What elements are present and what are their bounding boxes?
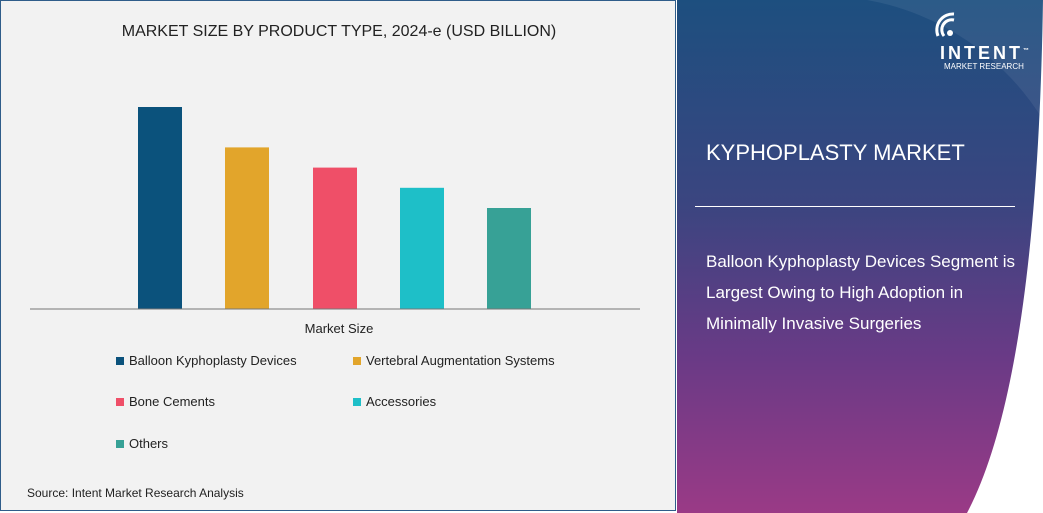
- legend-label: Vertebral Augmentation Systems: [366, 353, 555, 368]
- legend-item: Others: [116, 436, 168, 451]
- source-note: Source: Intent Market Research Analysis: [27, 486, 244, 500]
- x-axis-label: Market Size: [304, 321, 374, 336]
- legend-swatch: [353, 356, 361, 365]
- legend-label: Accessories: [366, 394, 437, 409]
- logo-name: INTENT™: [940, 43, 1032, 63]
- bar-4: [487, 208, 531, 309]
- legend-item: Vertebral Augmentation Systems: [353, 353, 555, 368]
- decorative-white-curve: [967, 0, 1043, 513]
- bar-chart: [30, 107, 640, 310]
- legend-swatch: [353, 397, 361, 406]
- decorative-glow: [867, 0, 1043, 120]
- legend-item: Balloon Kyphoplasty Devices: [116, 353, 297, 368]
- legend-label: Bone Cements: [129, 394, 215, 409]
- legend-label: Others: [129, 436, 169, 451]
- legend-swatch: [116, 356, 124, 365]
- bar-1: [225, 147, 269, 309]
- bar-2: [313, 167, 357, 309]
- bar-0: [138, 107, 182, 309]
- signal-icon: [935, 12, 955, 37]
- legend-item: Accessories: [353, 394, 436, 409]
- info-panel: INTENT™ MARKET RESEARCH KYPHOPLASTY MARK…: [677, 0, 1043, 513]
- legend-swatch: [116, 439, 124, 448]
- legend-item: Bone Cements: [116, 394, 215, 409]
- divider: [695, 206, 1015, 207]
- decorative-curve: [867, 0, 1043, 513]
- logo-sub: MARKET RESEARCH: [944, 62, 1024, 71]
- legend-label: Balloon Kyphoplasty Devices: [129, 353, 297, 368]
- chart-title: MARKET SIZE BY PRODUCT TYPE, 2024-e (USD…: [121, 23, 557, 40]
- market-title: KYPHOPLASTY MARKET: [706, 140, 965, 165]
- bar-3: [400, 187, 444, 309]
- legend-swatch: [116, 397, 124, 406]
- chart-panel: MARKET SIZE BY PRODUCT TYPE, 2024-e (USD…: [0, 0, 676, 511]
- intent-logo: INTENT™ MARKET RESEARCH: [930, 12, 1032, 71]
- key-insight: Balloon Kyphoplasty Devices Segment is L…: [706, 252, 1015, 333]
